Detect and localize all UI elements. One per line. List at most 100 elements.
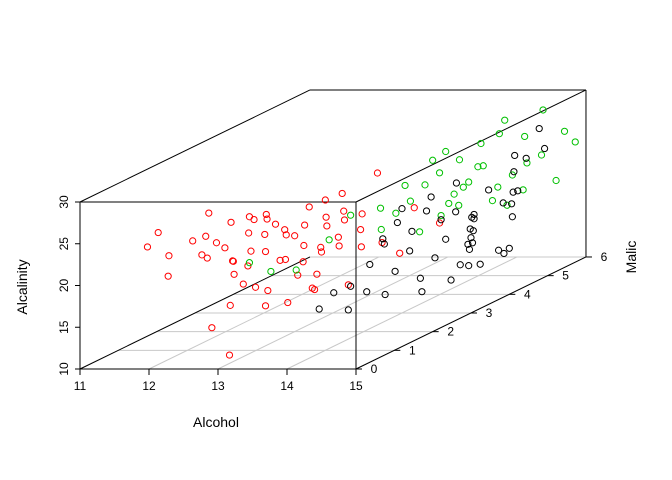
- data-point: [435, 219, 444, 227]
- data-point: [228, 257, 237, 265]
- data-point: [510, 168, 518, 176]
- y-tick-label: 2: [447, 325, 454, 339]
- z-tick-label: 10: [57, 362, 71, 376]
- z-tick-label: 20: [57, 279, 71, 293]
- data-point: [396, 249, 404, 257]
- data-point: [391, 267, 399, 275]
- data-point: [511, 151, 519, 160]
- data-point: [189, 237, 197, 245]
- y-tick-label: 4: [524, 287, 531, 301]
- data-point: [427, 193, 435, 201]
- data-point: [340, 216, 349, 224]
- x-axis-title: Alcohol: [193, 414, 239, 430]
- data-point: [521, 132, 529, 141]
- data-point: [373, 169, 382, 177]
- z-tick-label: 25: [57, 237, 71, 251]
- data-point: [245, 213, 254, 221]
- z-tick-label: 15: [57, 320, 71, 334]
- data-point: [455, 156, 464, 164]
- data-point: [344, 306, 352, 314]
- data-point: [514, 187, 522, 195]
- data-point: [357, 243, 365, 251]
- data-point: [202, 232, 210, 240]
- data-point: [477, 139, 485, 148]
- data-point: [467, 234, 475, 242]
- data-point: [539, 106, 547, 114]
- data-point: [464, 240, 472, 248]
- y-tick-label: 0: [371, 362, 378, 376]
- data-point: [537, 151, 546, 159]
- data-point: [300, 241, 308, 250]
- y-tick-label: 5: [562, 269, 569, 283]
- data-point: [406, 197, 415, 205]
- data-point: [271, 220, 280, 228]
- y-tick-label: 3: [486, 306, 493, 320]
- data-point: [437, 211, 445, 220]
- data-point: [401, 181, 409, 190]
- y-tick-label: 1: [409, 343, 416, 357]
- data-point: [495, 130, 503, 138]
- data-point: [221, 244, 229, 252]
- data-point: [321, 196, 329, 204]
- data-point: [442, 235, 450, 243]
- data-point: [442, 147, 450, 156]
- data-point: [334, 233, 342, 241]
- data-point: [406, 247, 414, 255]
- data-point: [251, 283, 260, 291]
- data-point: [422, 207, 431, 215]
- data-point: [571, 138, 579, 146]
- data-point: [366, 260, 374, 269]
- data-point: [435, 169, 444, 177]
- data-point: [465, 178, 473, 186]
- data-point: [452, 208, 460, 216]
- data-point: [317, 243, 325, 251]
- floor-grid: [79, 256, 587, 370]
- data-point: [226, 301, 234, 309]
- data-point: [469, 227, 477, 235]
- data-point: [535, 124, 543, 133]
- data-point: [408, 227, 416, 235]
- data-point: [247, 247, 255, 255]
- data-point: [447, 276, 455, 284]
- data-point: [164, 272, 172, 280]
- data-point: [143, 243, 152, 251]
- data-point: [281, 226, 289, 234]
- y-axis-title: Malic: [623, 241, 639, 274]
- data-point: [416, 228, 424, 236]
- data-point: [330, 289, 338, 297]
- data-point: [376, 204, 385, 212]
- data-point: [261, 302, 270, 310]
- data-point: [262, 210, 270, 219]
- data-point: [281, 255, 290, 264]
- data-point: [377, 225, 385, 234]
- data-point: [294, 271, 302, 279]
- data-point: [552, 176, 560, 185]
- data-point: [540, 144, 549, 153]
- data-point: [503, 201, 511, 209]
- data-point: [488, 197, 497, 205]
- data-point: [291, 232, 299, 240]
- data-point: [325, 236, 333, 244]
- data-point: [263, 215, 271, 223]
- data-point: [322, 213, 330, 221]
- data-point: [299, 258, 307, 266]
- data-point: [393, 218, 401, 227]
- data-point: [494, 246, 503, 254]
- data-point: [522, 154, 530, 162]
- data-point: [560, 127, 569, 135]
- data-point: [244, 262, 252, 270]
- data-point: [474, 163, 482, 171]
- data-point: [205, 209, 213, 217]
- box-edge: [355, 89, 587, 203]
- data-point: [468, 239, 477, 247]
- data-point: [347, 282, 355, 290]
- data-point: [284, 298, 292, 307]
- data-point: [154, 228, 162, 237]
- data-point: [250, 215, 258, 224]
- data-point: [416, 274, 424, 282]
- data-point: [315, 305, 323, 313]
- data-point: [437, 216, 445, 224]
- data-point: [317, 248, 326, 256]
- x-tick-label: 14: [280, 379, 294, 393]
